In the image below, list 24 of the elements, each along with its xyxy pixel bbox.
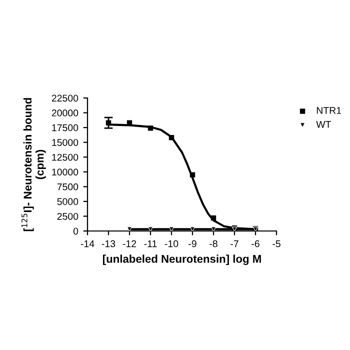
x-tick-label: -9 xyxy=(188,240,196,248)
y-tick-label: 10000 xyxy=(52,168,78,176)
x-tick-label: -7 xyxy=(230,240,238,248)
legend-label: NTR1 xyxy=(316,107,342,114)
y-tick-label: 7500 xyxy=(57,183,78,190)
y-tick-label: 20000 xyxy=(52,110,78,116)
x-tick-label: -6 xyxy=(252,240,260,248)
y-tick-label: 5000 xyxy=(57,198,78,206)
y-axis-title: [$^{125}$I]- Neurotensin bound (cpm) xyxy=(21,98,46,232)
x-axis-title: [unlabeled Neurotensin] log M xyxy=(103,254,261,266)
y-tick-label: 2500 xyxy=(57,212,78,220)
y-tick-label: 0 xyxy=(73,228,78,235)
y-tick-label: 17500 xyxy=(52,124,78,132)
legend-label: WT xyxy=(316,121,332,128)
y-tick-label: 22500 xyxy=(52,94,78,102)
y-tick-label: 12500 xyxy=(52,154,78,161)
x-tick-label: -8 xyxy=(210,240,218,248)
x-tick-label: -12 xyxy=(122,240,136,248)
x-tick-label: -14 xyxy=(80,240,94,248)
x-tick-label: -13 xyxy=(102,240,116,248)
x-tick-label: -11 xyxy=(144,240,157,248)
x-tick-label: -10 xyxy=(164,240,178,248)
y-tick-label: 15000 xyxy=(52,139,78,146)
x-tick-label: -5 xyxy=(272,240,280,248)
